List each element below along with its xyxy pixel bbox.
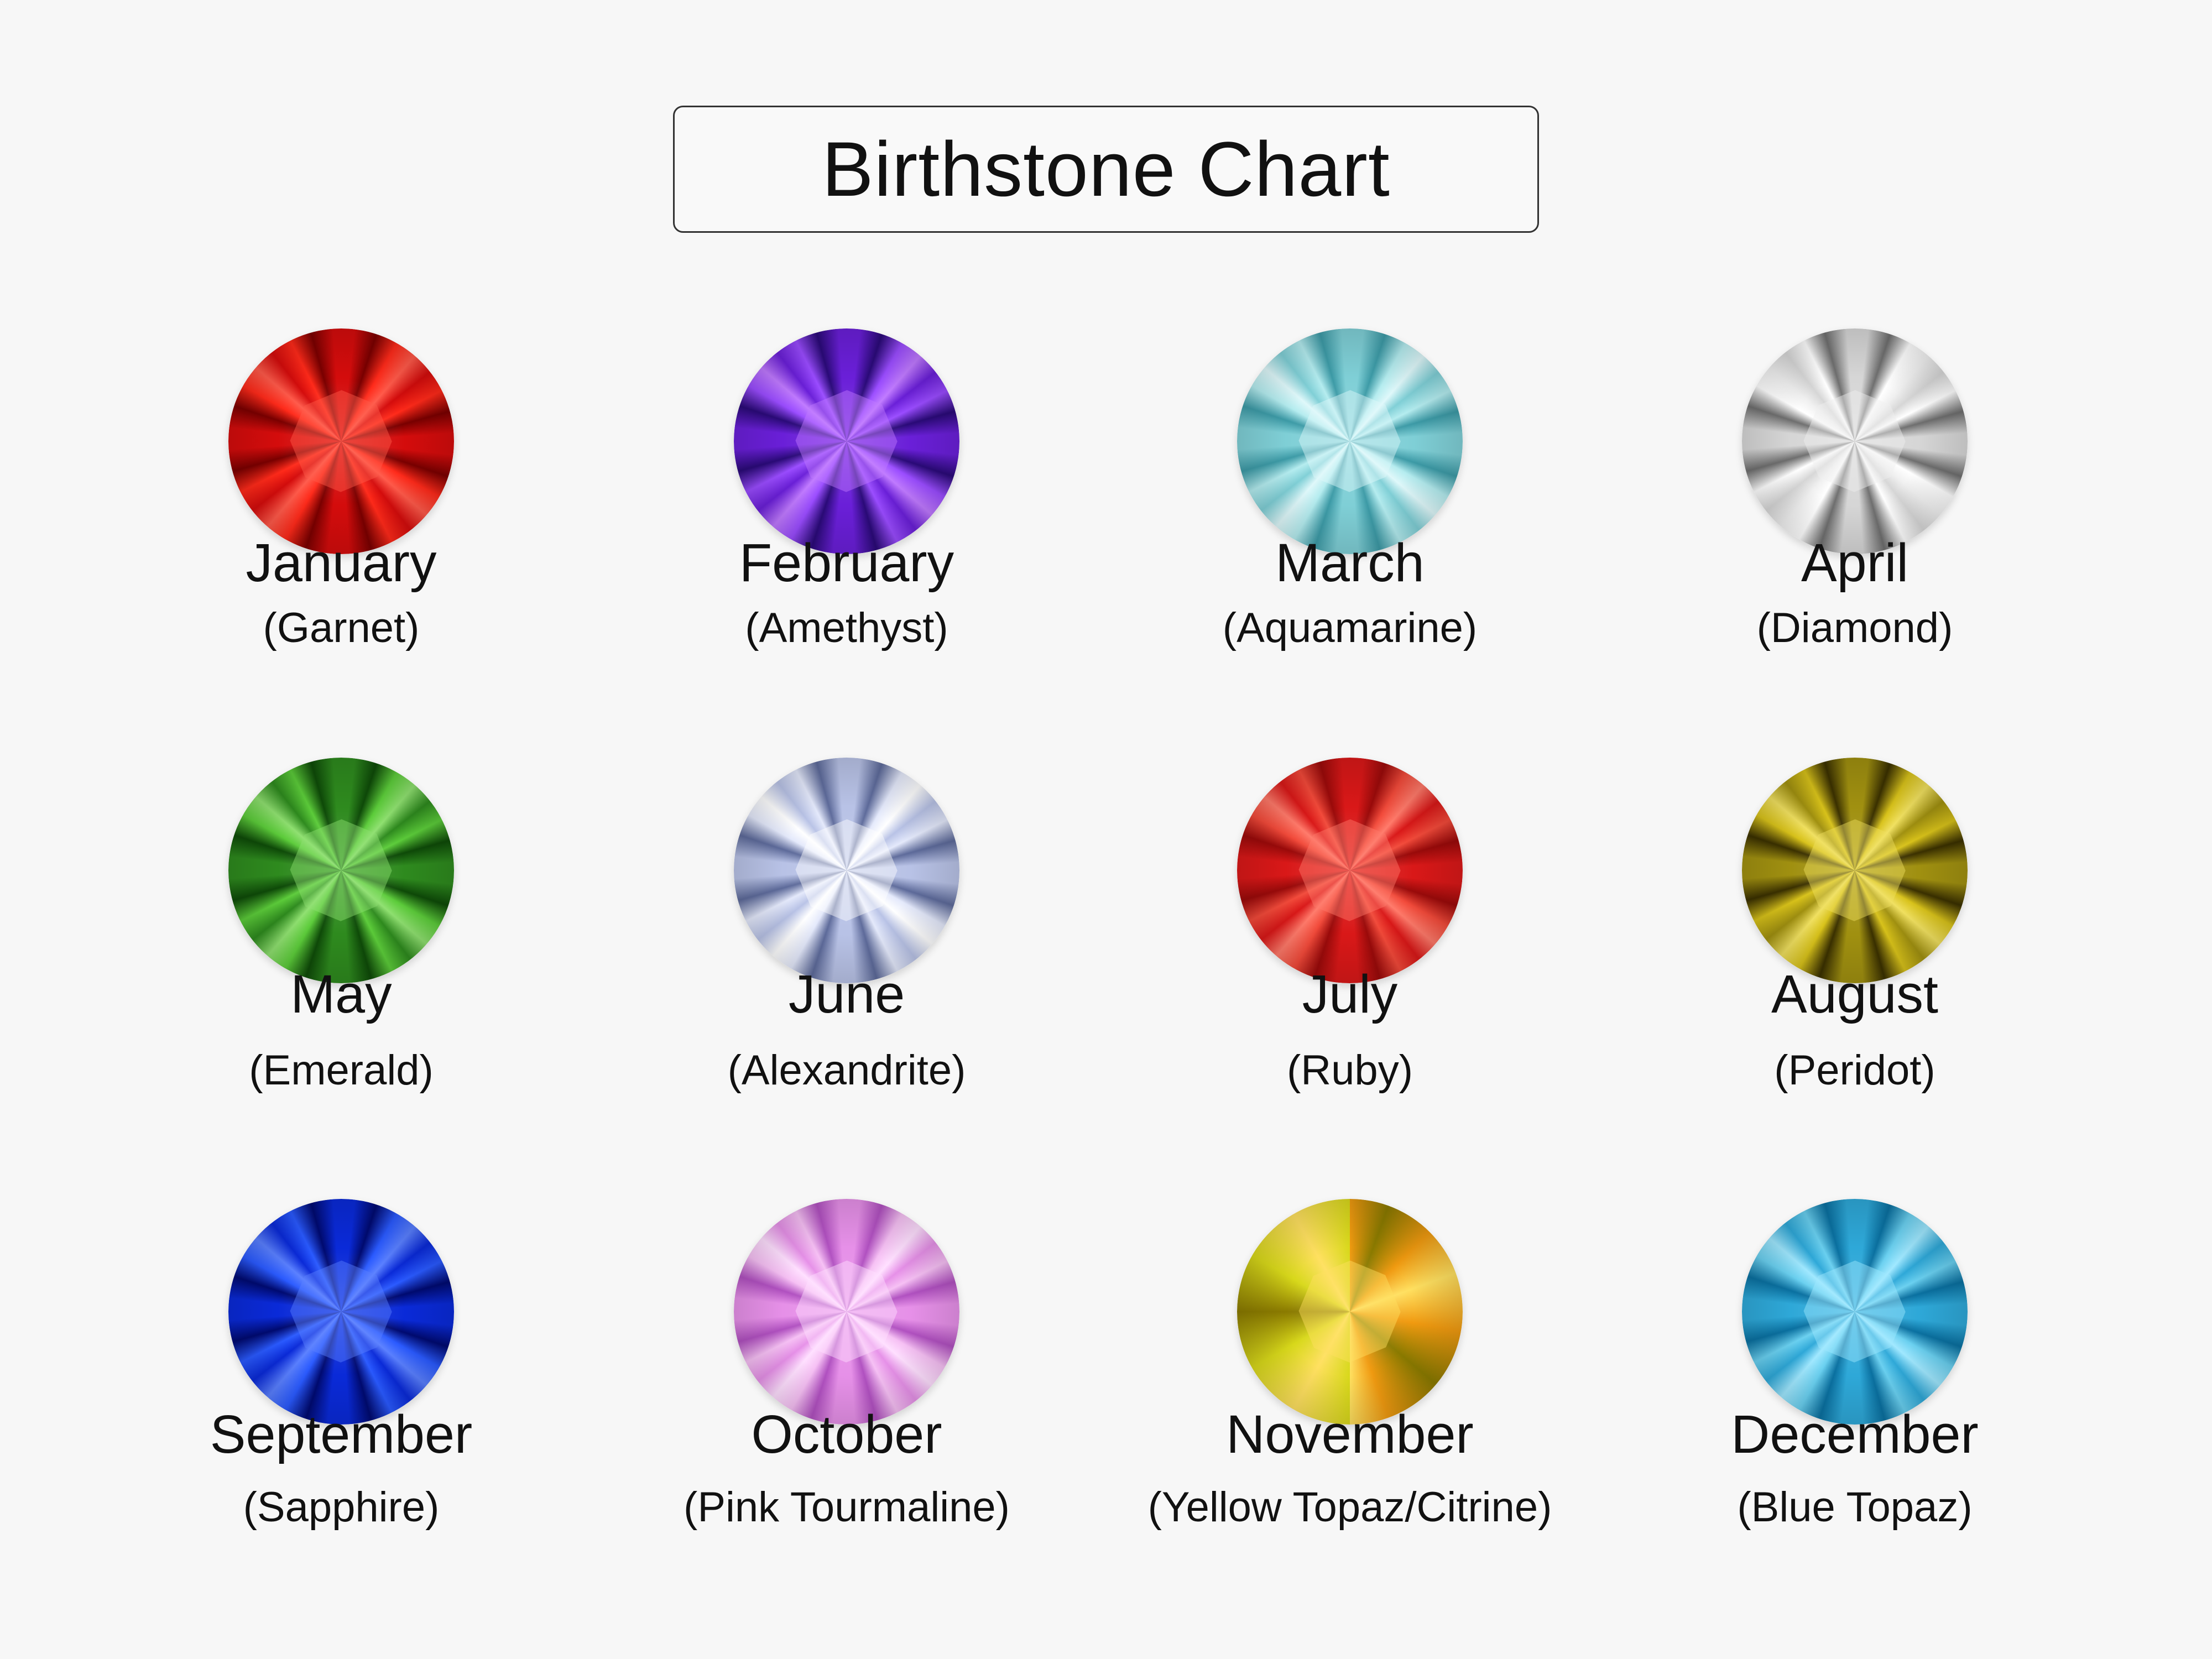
- month-label: February: [739, 533, 954, 593]
- gem-ruby-icon: [1237, 758, 1463, 983]
- gem-peridot-icon: [1742, 758, 1968, 983]
- gem-emerald-icon: [228, 758, 454, 983]
- gem-alexandrite-icon: [734, 758, 959, 983]
- gem-aquamarine-icon: [1237, 328, 1463, 554]
- stone-label: (Emerald): [249, 1047, 434, 1094]
- month-label: March: [1275, 533, 1425, 593]
- month-label: August: [1771, 964, 1938, 1024]
- month-label: November: [1226, 1404, 1474, 1464]
- page-title: Birthstone Chart: [822, 126, 1390, 212]
- stone-label: (Yellow Topaz/Citrine): [1147, 1484, 1552, 1531]
- stone-label: (Amethyst): [745, 604, 948, 651]
- title-box: Birthstone Chart: [673, 106, 1539, 233]
- month-label: September: [210, 1404, 473, 1464]
- stone-label: (Ruby): [1286, 1047, 1413, 1094]
- month-label: July: [1302, 964, 1398, 1024]
- stone-label: (Diamond): [1756, 604, 1953, 651]
- gem-blue-topaz-icon: [1742, 1199, 1968, 1425]
- month-label: October: [751, 1404, 942, 1464]
- stone-label: (Blue Topaz): [1737, 1484, 1973, 1531]
- stone-label: (Pink Tourmaline): [684, 1484, 1010, 1531]
- stone-label: (Garnet): [263, 604, 420, 651]
- month-label: June: [788, 964, 905, 1024]
- gem-sapphire-icon: [228, 1199, 454, 1425]
- gem-diamond-icon: [1742, 328, 1968, 554]
- gem-amethyst-icon: [734, 328, 959, 554]
- stone-label: (Peridot): [1774, 1047, 1936, 1094]
- stone-label: (Aquamarine): [1222, 604, 1478, 651]
- gem-garnet-icon: [228, 328, 454, 554]
- stone-label: (Sapphire): [243, 1484, 440, 1531]
- month-label: December: [1731, 1404, 1979, 1464]
- month-label: January: [246, 533, 437, 593]
- month-label: April: [1801, 533, 1909, 593]
- month-label: May: [290, 964, 392, 1024]
- gem-yellow-topaz-citrine-icon: [1237, 1199, 1463, 1425]
- gem-pink-tourmaline-icon: [734, 1199, 959, 1425]
- stone-label: (Alexandrite): [727, 1047, 966, 1094]
